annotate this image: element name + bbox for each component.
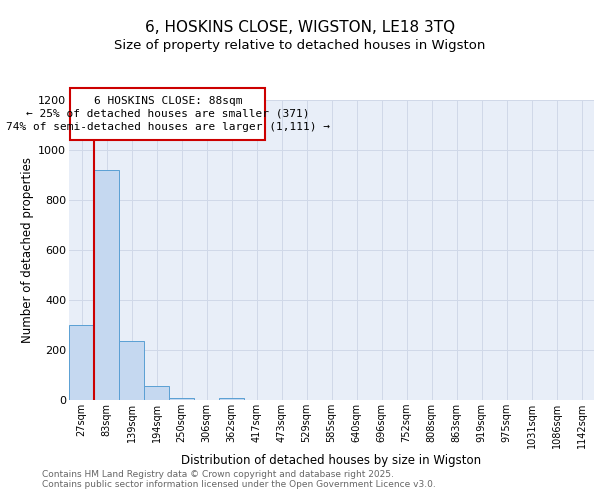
Text: 6 HOSKINS CLOSE: 88sqm: 6 HOSKINS CLOSE: 88sqm <box>94 96 242 106</box>
X-axis label: Distribution of detached houses by size in Wigston: Distribution of detached houses by size … <box>181 454 482 466</box>
Bar <box>94 170 119 400</box>
Y-axis label: Number of detached properties: Number of detached properties <box>21 157 34 343</box>
Text: ← 25% of detached houses are smaller (371): ← 25% of detached houses are smaller (37… <box>26 109 310 118</box>
Text: Size of property relative to detached houses in Wigston: Size of property relative to detached ho… <box>115 38 485 52</box>
Bar <box>69 325 94 400</box>
FancyBboxPatch shape <box>70 88 265 140</box>
Text: Contains HM Land Registry data © Crown copyright and database right 2025.
Contai: Contains HM Land Registry data © Crown c… <box>42 470 436 490</box>
Text: 74% of semi-detached houses are larger (1,111) →: 74% of semi-detached houses are larger (… <box>6 122 330 132</box>
Bar <box>144 386 169 400</box>
Bar <box>169 398 194 400</box>
Bar <box>219 398 244 400</box>
Bar <box>119 341 144 400</box>
Text: 6, HOSKINS CLOSE, WIGSTON, LE18 3TQ: 6, HOSKINS CLOSE, WIGSTON, LE18 3TQ <box>145 20 455 35</box>
